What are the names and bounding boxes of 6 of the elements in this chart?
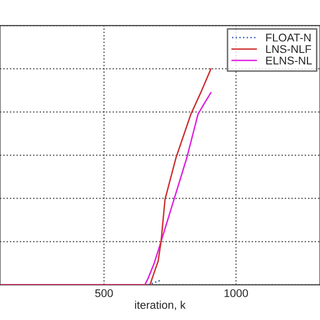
legend-label: LNS-NLF xyxy=(266,45,312,54)
x-tick-label: 500 xyxy=(95,289,113,298)
x-axis-title: iteration, k xyxy=(135,300,186,310)
legend-label: FLOAT-N xyxy=(266,34,310,42)
legend-label: ELNS-NL xyxy=(266,56,312,64)
x-tick-label: 1000 xyxy=(224,289,248,298)
